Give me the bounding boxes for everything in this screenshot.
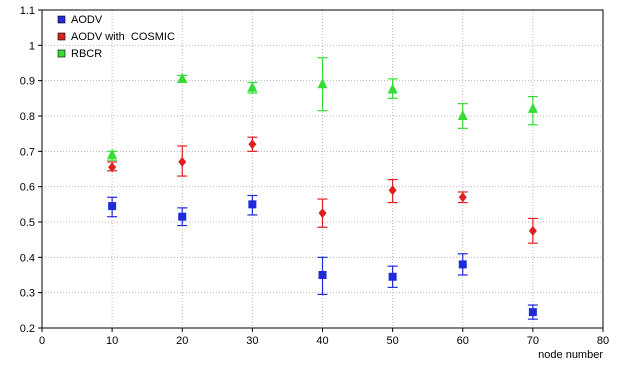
- x-tick-label: 10: [106, 335, 118, 347]
- data-point: [248, 200, 257, 209]
- data-point: [107, 148, 118, 159]
- data-point: [388, 185, 397, 196]
- data-point: [527, 102, 538, 113]
- y-tick-label: 0.4: [20, 252, 35, 264]
- y-tick-label: 0.7: [20, 146, 35, 158]
- data-series: [107, 57, 538, 320]
- y-tick-label: 0.2: [20, 323, 35, 335]
- y-tick-label: 0.8: [20, 111, 35, 123]
- data-point: [178, 156, 187, 167]
- data-point: [458, 260, 467, 269]
- data-point: [108, 202, 117, 211]
- x-tick-label: 0: [39, 335, 45, 347]
- data-point: [318, 271, 327, 279]
- data-point: [317, 78, 328, 89]
- data-point: [108, 162, 117, 173]
- legend-swatch: [57, 49, 66, 58]
- legend-swatch: [57, 15, 66, 24]
- y-tick-label: 0.6: [20, 182, 35, 194]
- x-tick-label: 60: [457, 335, 469, 347]
- data-point: [528, 225, 537, 236]
- x-tick-label: 70: [527, 335, 539, 347]
- x-tick-label: 80: [597, 335, 609, 347]
- x-tick-label: 20: [176, 335, 188, 347]
- data-point: [247, 81, 258, 92]
- x-tick-label: 40: [316, 335, 328, 347]
- legend: AODV AODV with COSMIC RBCR: [57, 14, 175, 60]
- axis-ticks: 0 10 20 30 40 50 60 70 80 0.2 0.3 0.4 0.5 0.6 0.7 0.8 0.…: [20, 5, 609, 347]
- series-aodv-with-cosmic: [107, 136, 538, 244]
- data-point: [178, 212, 187, 221]
- legend-label: RBCR: [71, 48, 102, 60]
- legend-label: AODV with COSMIC: [71, 31, 175, 43]
- x-tick-label: 30: [246, 335, 258, 347]
- x-tick-label: 50: [387, 335, 399, 347]
- data-point: [528, 308, 537, 317]
- x-axis-label: node number: [538, 349, 603, 361]
- y-tick-label: 1.1: [20, 5, 35, 17]
- data-point: [318, 208, 327, 219]
- y-tick-label: 0.9: [20, 76, 35, 88]
- y-tick-label: 1: [29, 40, 35, 52]
- data-point: [387, 83, 398, 94]
- data-point: [177, 72, 188, 83]
- series-aodv: [107, 194, 538, 320]
- series-rbcr: [107, 57, 538, 161]
- data-point: [457, 110, 468, 120]
- legend-label: AODV: [71, 14, 103, 26]
- data-point: [248, 139, 257, 150]
- data-point: [458, 192, 467, 203]
- y-tick-label: 0.3: [20, 288, 35, 300]
- y-tick-label: 0.5: [20, 217, 35, 229]
- legend-swatch: [57, 32, 66, 41]
- data-point: [388, 272, 397, 281]
